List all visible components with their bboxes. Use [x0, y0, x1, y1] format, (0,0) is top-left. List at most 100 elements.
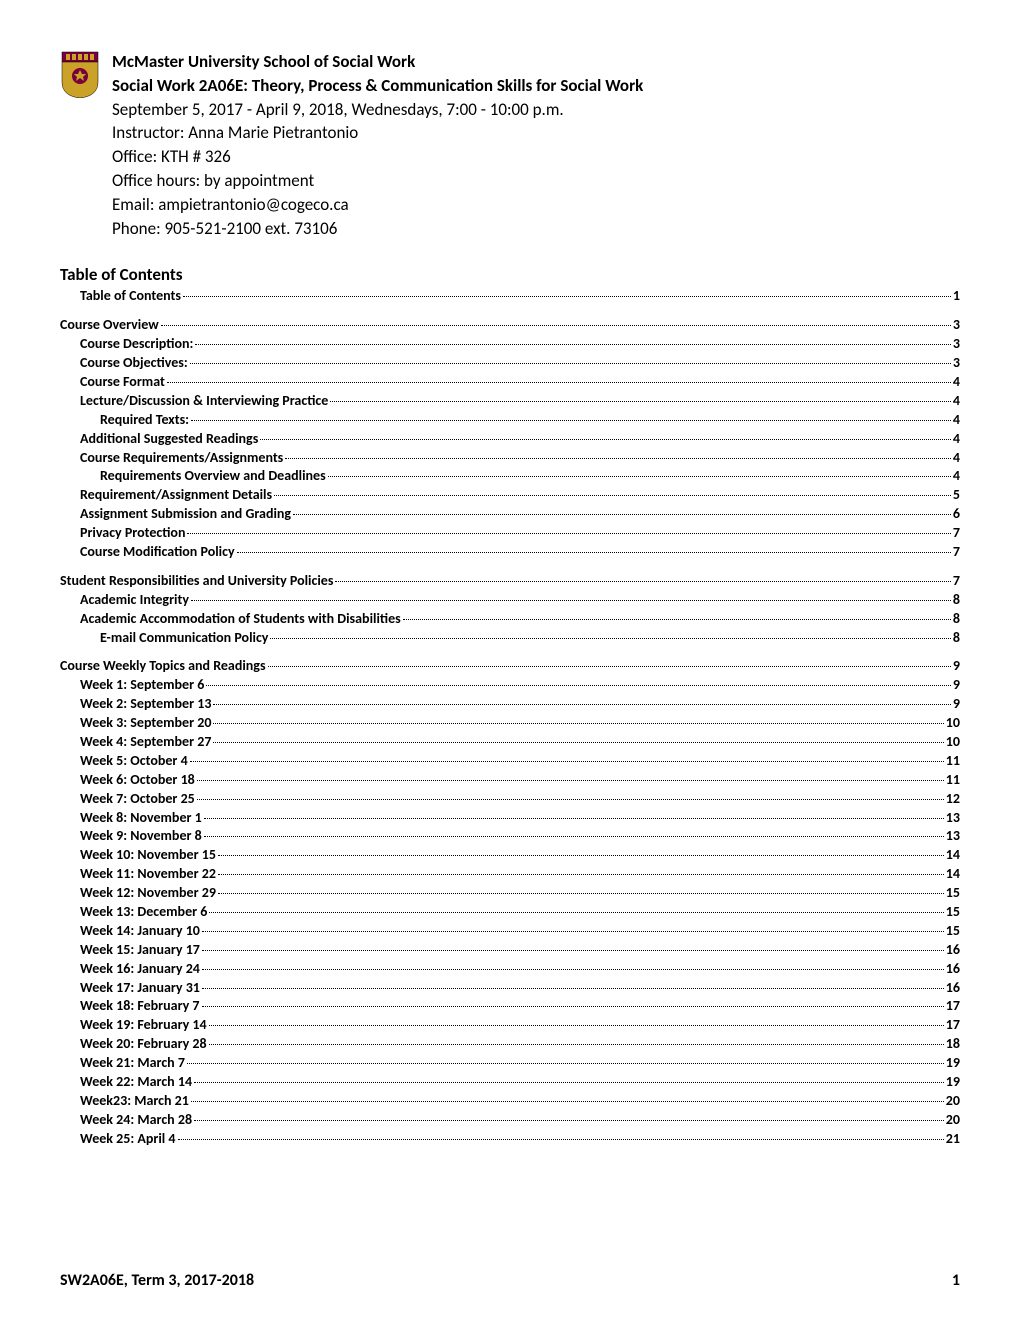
toc-entry-page: 17 [946, 1016, 960, 1035]
toc-entry-page: 17 [946, 997, 960, 1016]
toc-entry-label: Week23: March 21 [80, 1092, 189, 1111]
toc-dot-leader [191, 600, 951, 601]
toc-entry-page: 4 [953, 373, 960, 392]
toc-entry-page: 15 [946, 922, 960, 941]
toc-entry-page: 4 [953, 449, 960, 468]
toc-entry-page: 20 [946, 1092, 960, 1111]
toc-entry: Week 9: November 813 [60, 827, 960, 846]
toc-entry: Student Responsibilities and University … [60, 572, 960, 591]
toc-entry: Course Description:3 [60, 335, 960, 354]
toc-entry-label: Week 12: November 29 [80, 884, 216, 903]
toc-entry: Week 17: January 3116 [60, 979, 960, 998]
toc-entry: Week 21: March 719 [60, 1054, 960, 1073]
instructor-email: Email: ampietrantonio@cogeco.ca [112, 193, 960, 217]
toc-dot-leader [191, 1101, 944, 1102]
toc-entry-page: 4 [953, 430, 960, 449]
toc-entry-page: 20 [946, 1111, 960, 1130]
toc-entry-label: Requirements Overview and Deadlines [100, 467, 326, 486]
toc-dot-leader [335, 581, 950, 582]
toc-dot-leader [194, 1120, 944, 1121]
header-text-block: McMaster University School of Social Wor… [112, 50, 960, 240]
toc-entry: Course Modification Policy 7 [60, 543, 960, 562]
toc-entry-label: Course Requirements/Assignments [80, 449, 283, 468]
toc-entry-label: Course Format [80, 373, 165, 392]
toc-entry-label: Week 24: March 28 [80, 1111, 192, 1130]
toc-entry-page: 8 [953, 591, 960, 610]
toc-dot-leader [190, 363, 951, 364]
toc-dot-leader [330, 401, 951, 402]
toc-entry: Week 8: November 113 [60, 809, 960, 828]
toc-entry-label: Week 16: January 24 [80, 960, 200, 979]
toc-entry-label: Course Modification Policy [80, 543, 235, 562]
footer-page-number: 1 [952, 1271, 960, 1290]
toc-entry: Week 19: February 14 17 [60, 1016, 960, 1035]
toc-entry: Requirements Overview and Deadlines 4 [60, 467, 960, 486]
toc-entry-label: Lecture/Discussion & Interviewing Practi… [80, 392, 328, 411]
toc-dot-leader [218, 855, 944, 856]
toc-entry: Week 13: December 615 [60, 903, 960, 922]
toc-dot-leader [202, 931, 944, 932]
toc-entry: Academic Integrity8 [60, 591, 960, 610]
toc-dot-leader [195, 344, 951, 345]
toc-entry-page: 7 [953, 572, 960, 591]
toc-entry: Lecture/Discussion & Interviewing Practi… [60, 392, 960, 411]
office-location: Office: KTH # 326 [112, 145, 960, 169]
toc-entry: Requirement/Assignment Details5 [60, 486, 960, 505]
toc-dot-leader [218, 893, 944, 894]
toc-dot-leader [194, 1082, 944, 1083]
toc-entry: Course Objectives:3 [60, 354, 960, 373]
toc-entry-page: 21 [946, 1130, 960, 1149]
toc-entry: Assignment Submission and Grading 6 [60, 505, 960, 524]
toc-entry: Week 10: November 1514 [60, 846, 960, 865]
toc-entry-label: Week 3: September 20 [80, 714, 211, 733]
toc-entry-label: Week 7: October 25 [80, 790, 195, 809]
toc-entry-page: 4 [953, 467, 960, 486]
toc-entry-label: Week 6: October 18 [80, 771, 195, 790]
toc-entry-page: 10 [946, 714, 960, 733]
toc-entry: Week 4: September 2710 [60, 733, 960, 752]
toc-dot-leader [187, 533, 950, 534]
toc-dot-leader [218, 874, 944, 875]
toc-entry-page: 3 [953, 316, 960, 335]
toc-entry-label: Week 8: November 1 [80, 809, 202, 828]
toc-entry-page: 13 [946, 827, 960, 846]
toc-dot-leader [213, 742, 943, 743]
toc-entry-page: 4 [953, 411, 960, 430]
toc-dot-leader [237, 552, 951, 553]
toc-entry-label: Week 15: January 17 [80, 941, 200, 960]
toc-dot-leader [202, 1006, 944, 1007]
toc-dot-leader [274, 495, 951, 496]
toc-entry-label: Week 14: January 10 [80, 922, 200, 941]
toc-entry-page: 5 [953, 486, 960, 505]
toc-dot-leader [204, 818, 944, 819]
toc-entry-label: Student Responsibilities and University … [60, 572, 333, 591]
toc-entry-label: Week 22: March 14 [80, 1073, 192, 1092]
toc-entry-label: Week 21: March 7 [80, 1054, 185, 1073]
toc-entry: Week 16: January 2416 [60, 960, 960, 979]
toc-entry-label: Additional Suggested Readings [80, 430, 258, 449]
toc-entry: Week 2: September 139 [60, 695, 960, 714]
toc-dot-leader [285, 458, 951, 459]
toc-entry-label: Course Weekly Topics and Readings [60, 657, 266, 676]
toc-entry-page: 9 [953, 676, 960, 695]
toc-entry: Week 15: January 1716 [60, 941, 960, 960]
toc-entry-page: 7 [953, 543, 960, 562]
toc-entry: Week23: March 21 20 [60, 1092, 960, 1111]
toc-entry-page: 6 [953, 505, 960, 524]
toc-entry-label: Assignment Submission and Grading [80, 505, 291, 524]
toc-dot-leader [191, 420, 951, 421]
toc-entry-page: 18 [946, 1035, 960, 1054]
course-dates: September 5, 2017 - April 9, 2018, Wedne… [112, 98, 960, 122]
toc-entry: Week 6: October 1811 [60, 771, 960, 790]
toc-entry-label: Week 19: February 14 [80, 1016, 207, 1035]
toc-entry-page: 11 [946, 752, 960, 771]
toc-entry-label: Table of Contents [80, 287, 181, 306]
document-header: McMaster University School of Social Wor… [60, 50, 960, 240]
toc-entry: Week 12: November 2915 [60, 884, 960, 903]
toc-entry-page: 12 [946, 790, 960, 809]
toc-entry-page: 14 [946, 846, 960, 865]
toc-entry-label: Course Objectives: [80, 354, 188, 373]
toc-entry: Week 14: January 10 15 [60, 922, 960, 941]
toc-entry: Academic Accommodation of Students with … [60, 610, 960, 629]
toc-entry-page: 8 [953, 629, 960, 648]
